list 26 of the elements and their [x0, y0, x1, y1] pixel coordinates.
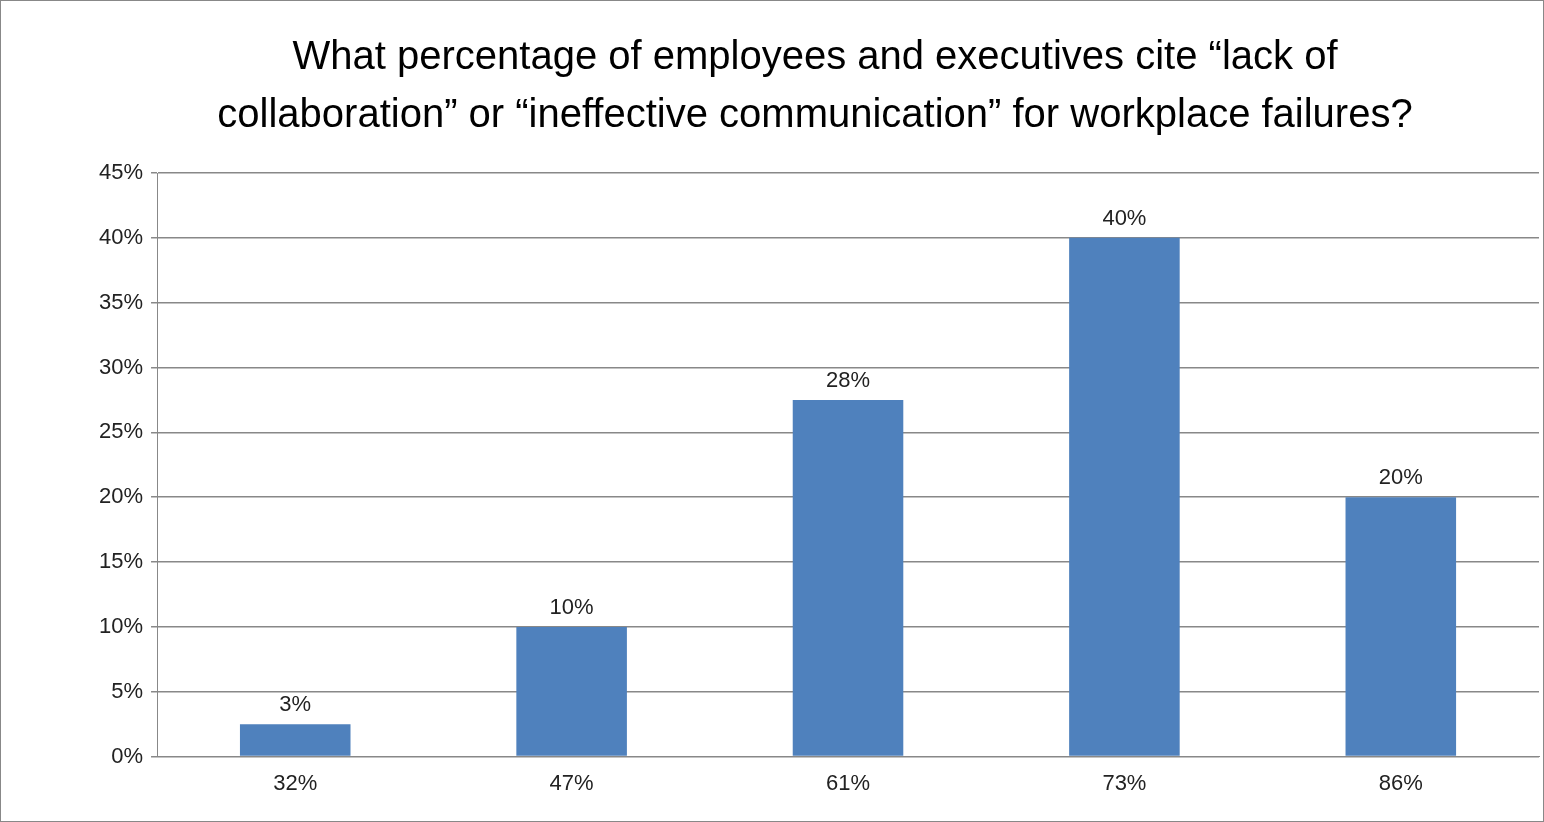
y-tick-label: 35%	[98, 288, 144, 314]
bar	[1069, 237, 1180, 756]
x-tick-label: 73%	[1102, 769, 1147, 795]
y-tick-label: 40%	[98, 223, 144, 249]
bar	[516, 626, 627, 756]
x-tick-label: 47%	[549, 769, 594, 795]
data-label: 10%	[549, 593, 594, 619]
data-label: 3%	[279, 691, 312, 717]
y-tick-label: 5%	[111, 677, 144, 703]
y-tick-label: 20%	[98, 483, 144, 509]
data-label: 40%	[1102, 204, 1147, 230]
y-tick-label: 15%	[98, 548, 144, 574]
data-label: 28%	[825, 367, 871, 393]
chart-title: What percentage of employees and executives cite “lack of collaboration” or “ineffective communication” for workplace failures?	[217, 33, 1413, 136]
y-tick-label: 45%	[98, 159, 144, 185]
y-tick-label: 25%	[98, 418, 144, 444]
y-tick-label: 10%	[98, 612, 144, 638]
y-tick-label: 30%	[98, 353, 144, 379]
x-tick-label: 32%	[273, 769, 318, 795]
data-label: 20%	[1378, 464, 1423, 490]
bar	[1345, 497, 1457, 756]
x-tick-label: 86%	[1378, 769, 1423, 795]
bar	[239, 724, 351, 756]
bar	[792, 399, 904, 756]
x-tick-label: 61%	[825, 769, 871, 795]
y-tick-label: 0%	[111, 742, 144, 768]
